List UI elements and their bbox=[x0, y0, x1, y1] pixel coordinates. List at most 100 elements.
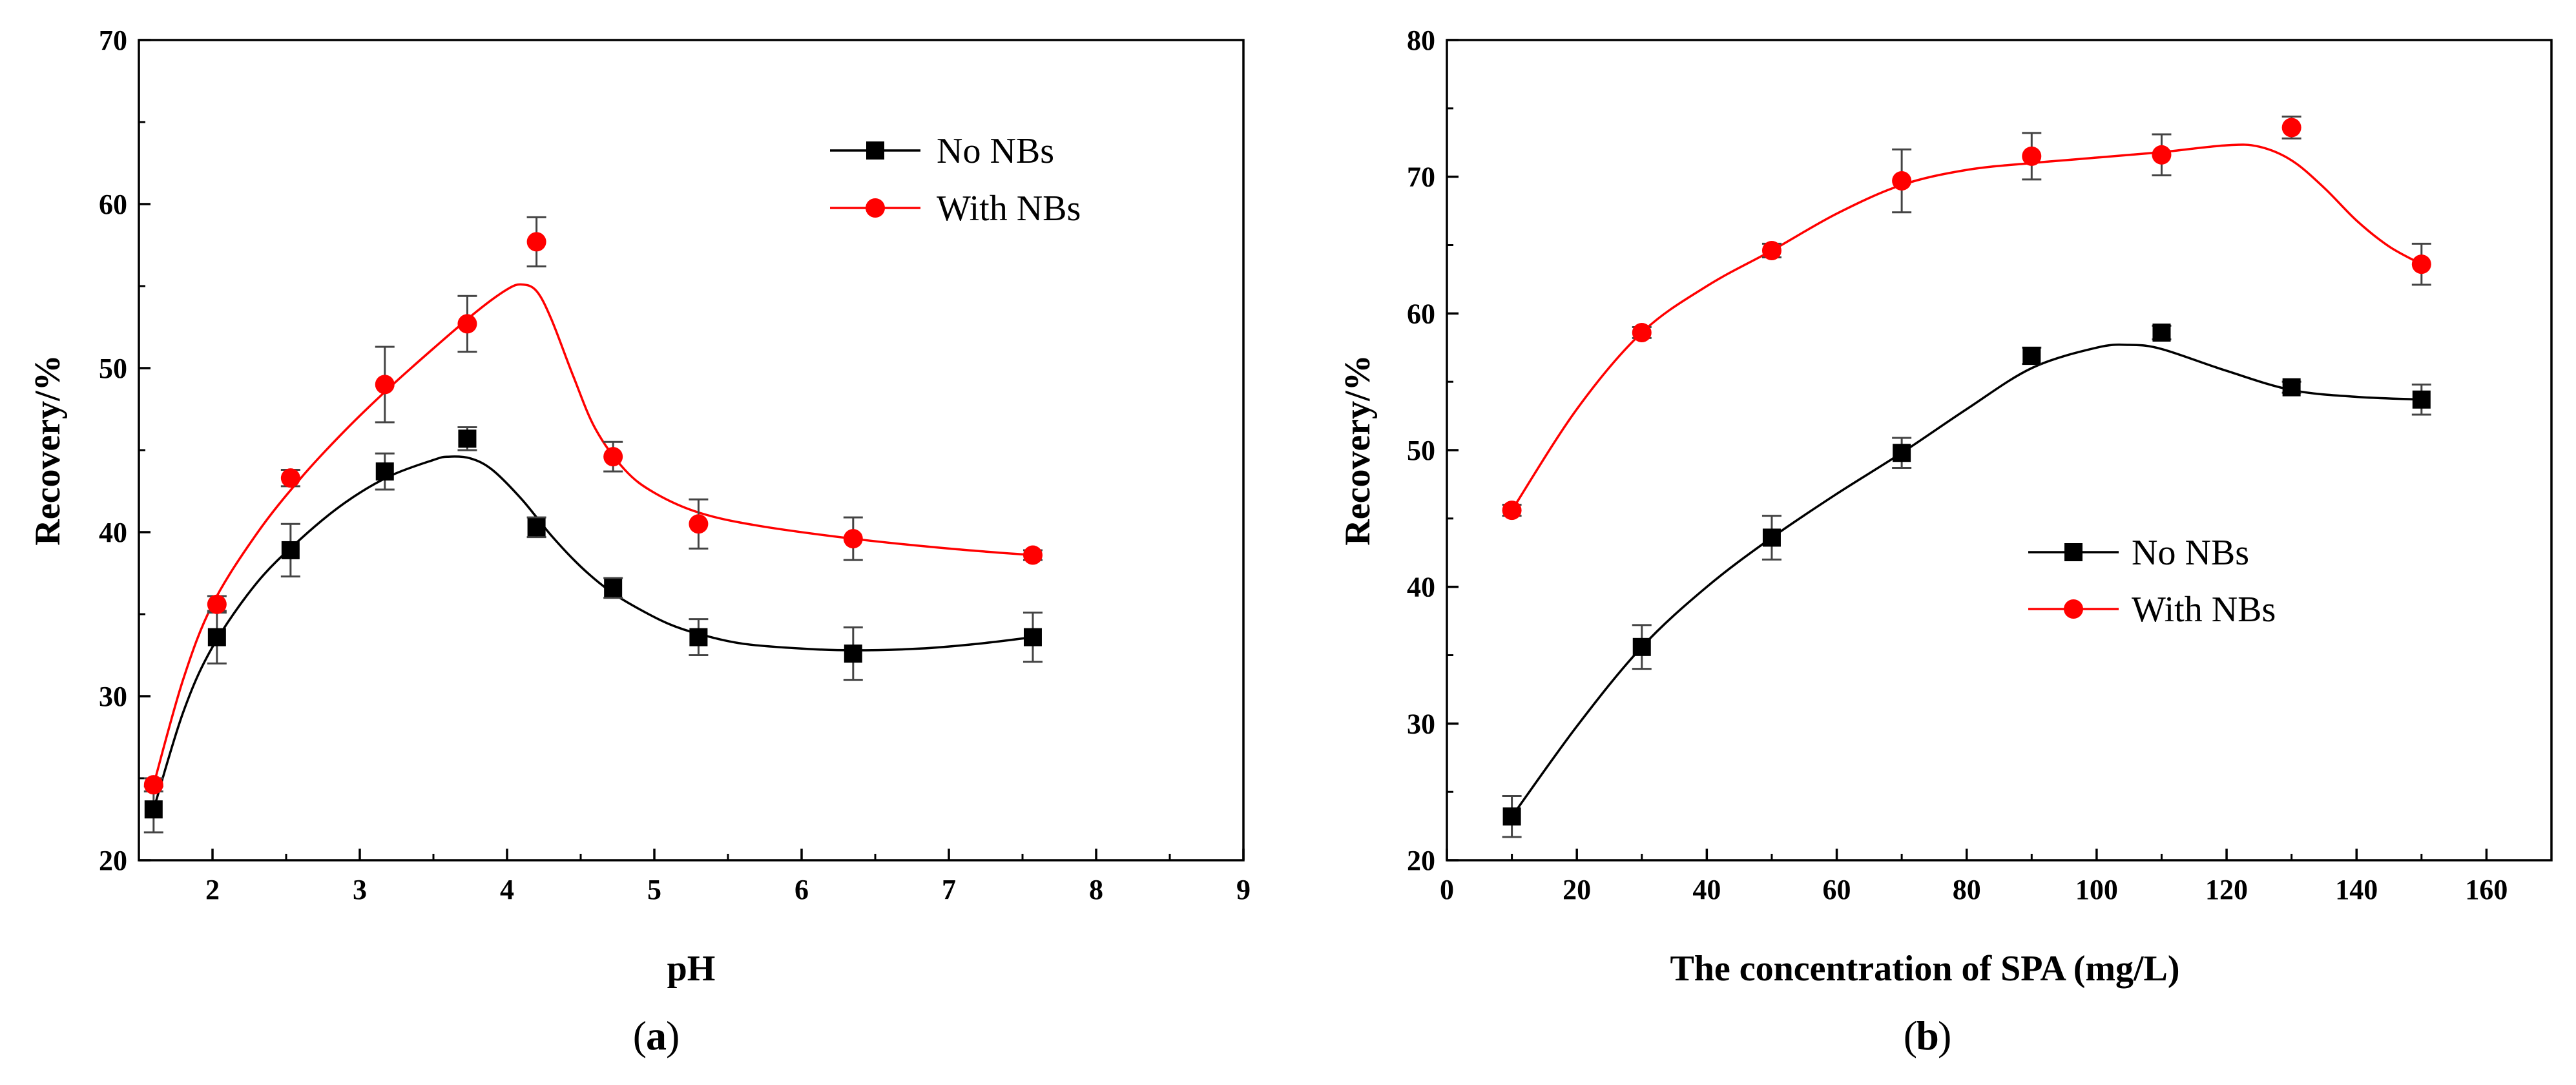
data-point-with-nbs bbox=[603, 447, 623, 467]
x-tick-label: 0 bbox=[1440, 874, 1454, 905]
fit-curves bbox=[152, 283, 1034, 810]
data-point-no-nbs bbox=[375, 462, 394, 481]
y-tick-label: 30 bbox=[1407, 708, 1435, 739]
svg-text:(: ( bbox=[1904, 1013, 1917, 1059]
x-tick-label: 9 bbox=[1236, 874, 1251, 905]
data-point-no-nbs bbox=[144, 800, 163, 819]
y-tick-label: 20 bbox=[99, 845, 127, 876]
data-point-with-nbs bbox=[1761, 240, 1781, 260]
x-tick-label: 60 bbox=[1823, 874, 1851, 905]
data-point-no-nbs bbox=[604, 579, 623, 597]
x-tick-label: 5 bbox=[647, 874, 661, 905]
data-point-with-nbs bbox=[843, 529, 863, 549]
svg-text:(: ( bbox=[633, 1013, 647, 1059]
legend-marker-no-nbs bbox=[866, 141, 884, 160]
x-tick-label: 160 bbox=[2465, 874, 2508, 905]
y-tick-label: 30 bbox=[99, 681, 127, 712]
data-point-no-nbs bbox=[689, 628, 708, 646]
axis-ticks bbox=[139, 39, 1245, 862]
legend-label-with-nbs: With NBs bbox=[937, 189, 1081, 229]
data-point-no-nbs bbox=[844, 644, 862, 663]
caption-b: ( b ) bbox=[1904, 1013, 1952, 1059]
fit-curve-no-nbs bbox=[1511, 343, 2422, 818]
data-point-no-nbs bbox=[1023, 628, 1042, 646]
y-tick-label: 20 bbox=[1407, 845, 1435, 876]
data-point-no-nbs bbox=[1893, 444, 1911, 462]
data-point-with-nbs bbox=[375, 375, 395, 395]
fit-curve-with-nbs bbox=[1511, 143, 2422, 512]
data-point-with-nbs bbox=[207, 594, 227, 614]
plot-frame bbox=[138, 39, 1245, 862]
data-point-with-nbs bbox=[143, 775, 163, 795]
data-point-with-nbs bbox=[1502, 501, 1522, 521]
x-tick-label: 8 bbox=[1089, 874, 1103, 905]
data-markers bbox=[143, 232, 1043, 819]
x-tick-label: 80 bbox=[1953, 874, 1981, 905]
caption-a-label: a bbox=[646, 1013, 667, 1059]
y-tick-label: 60 bbox=[1407, 298, 1435, 329]
legend-marker-with-nbs bbox=[2064, 599, 2083, 619]
x-tick-label: 6 bbox=[795, 874, 809, 905]
data-point-no-nbs bbox=[2282, 378, 2301, 397]
data-point-with-nbs bbox=[1892, 171, 1912, 191]
x-tick-label: 40 bbox=[1692, 874, 1721, 905]
legend-label-with-nbs: With NBs bbox=[2132, 590, 2276, 630]
data-point-no-nbs bbox=[2412, 390, 2431, 409]
data-point-with-nbs bbox=[1023, 545, 1043, 565]
data-point-with-nbs bbox=[457, 314, 477, 334]
data-point-with-nbs bbox=[2281, 118, 2301, 138]
x-tick-label: 120 bbox=[2205, 874, 2248, 905]
error-bars bbox=[143, 216, 1043, 834]
data-point-with-nbs bbox=[526, 232, 546, 252]
data-point-with-nbs bbox=[2022, 146, 2042, 166]
y-tick-label: 70 bbox=[1407, 161, 1435, 193]
legend-marker-with-nbs bbox=[866, 198, 885, 218]
y-tick-label: 40 bbox=[99, 517, 127, 548]
y-tick-label: 40 bbox=[1407, 572, 1435, 603]
x-tick-label: 100 bbox=[2075, 874, 2118, 905]
error-bars bbox=[1502, 116, 2431, 838]
data-point-with-nbs bbox=[689, 514, 709, 534]
x-tick-label: 3 bbox=[353, 874, 367, 905]
y-tick-label: 60 bbox=[99, 189, 127, 220]
data-markers bbox=[1502, 118, 2431, 826]
legend: No NBs With NBs bbox=[2028, 533, 2276, 630]
caption-a: ( a ) bbox=[633, 1013, 680, 1059]
y-axis-title: Recovery/% bbox=[1338, 355, 1378, 545]
data-point-no-nbs bbox=[1502, 807, 1521, 826]
fit-curve-with-nbs bbox=[152, 283, 1034, 785]
data-point-no-nbs bbox=[2022, 346, 2041, 365]
data-point-no-nbs bbox=[281, 541, 300, 559]
x-tick-label: 7 bbox=[942, 874, 956, 905]
fit-curve-no-nbs bbox=[152, 455, 1034, 810]
tick-labels: 2 3 4 5 6 7 8 9 20 30 40 50 60 70 bbox=[99, 25, 1251, 905]
data-point-no-nbs bbox=[458, 429, 477, 448]
x-tick-label: 4 bbox=[500, 874, 514, 905]
x-axis-title: pH bbox=[667, 949, 716, 989]
x-tick-label: 20 bbox=[1563, 874, 1591, 905]
svg-text:): ) bbox=[1938, 1013, 1951, 1059]
data-point-no-nbs bbox=[1632, 637, 1651, 656]
data-point-with-nbs bbox=[2152, 145, 2172, 165]
data-point-no-nbs bbox=[527, 518, 546, 537]
data-point-with-nbs bbox=[2411, 254, 2431, 274]
plot-frame bbox=[1446, 39, 2553, 862]
data-point-with-nbs bbox=[280, 468, 300, 488]
data-point-no-nbs bbox=[207, 628, 226, 646]
x-tick-label: 140 bbox=[2335, 874, 2378, 905]
fit-curves bbox=[1511, 143, 2422, 818]
y-tick-label: 70 bbox=[99, 25, 127, 56]
legend-label-no-nbs: No NBs bbox=[2132, 533, 2249, 573]
legend: No NBs With NBs bbox=[830, 131, 1081, 229]
x-tick-label: 2 bbox=[205, 874, 220, 905]
data-point-with-nbs bbox=[1632, 322, 1652, 342]
panel-a-chart: 2 3 4 5 6 7 8 9 20 30 40 50 60 70 pH Recovery/% No NB… bbox=[28, 25, 1251, 989]
data-point-no-nbs bbox=[1762, 528, 1781, 547]
legend-marker-no-nbs bbox=[2064, 543, 2083, 561]
y-tick-label: 50 bbox=[1407, 435, 1435, 466]
axis-ticks bbox=[1446, 39, 2488, 862]
data-point-no-nbs bbox=[2152, 323, 2171, 342]
